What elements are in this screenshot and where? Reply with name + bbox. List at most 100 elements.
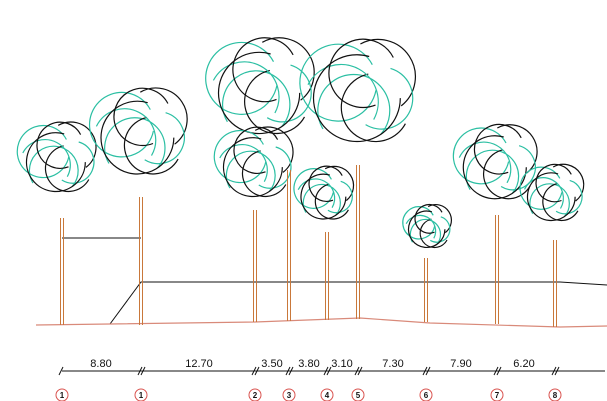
canopy-arc <box>462 135 527 200</box>
canopy-arc <box>542 182 579 222</box>
canopy-arc <box>297 178 336 208</box>
dimension-tick <box>288 366 294 376</box>
canopy-arc <box>25 132 86 193</box>
canopy-arc <box>458 141 512 184</box>
canopy-arc <box>254 126 294 173</box>
dimension-tick <box>326 366 332 376</box>
canopy-arc <box>482 149 531 200</box>
spacing-label-4: 3.80 <box>298 358 319 370</box>
canopy-arc <box>402 206 436 240</box>
canopy-arc <box>360 38 416 107</box>
dimension-tick <box>422 366 428 376</box>
canopy-arc <box>302 183 341 216</box>
terrain-and-walls <box>35 237 607 328</box>
canopy-arc <box>232 37 294 103</box>
canopy-arc <box>36 121 82 169</box>
canopy-arc <box>225 150 276 192</box>
tree-marker-3: 2 <box>248 388 262 401</box>
canopy-arc <box>293 168 334 209</box>
canopy-arc <box>140 87 188 145</box>
tree-marker-6: 5 <box>351 388 365 401</box>
spacing-label-2: 12.70 <box>185 358 213 370</box>
dimension-tick <box>323 366 329 376</box>
canopy-arc <box>61 141 95 184</box>
dimension-tick <box>254 366 260 376</box>
dimension-tick <box>357 366 363 376</box>
canopy-arc <box>123 116 179 175</box>
tree-marker-label: 4 <box>325 391 330 400</box>
canopy-arc <box>307 63 379 120</box>
dimension-tick <box>493 366 499 376</box>
dimension-tick <box>137 366 143 376</box>
canopy-arc <box>222 70 291 127</box>
tree-marker-label: 1 <box>60 391 65 400</box>
canopy-arc <box>519 166 563 210</box>
canopy-arc <box>365 67 414 130</box>
canopy-arc <box>113 87 169 146</box>
canopy-arc <box>552 163 585 202</box>
spacing-label-6: 7.30 <box>382 358 403 370</box>
canopy-arc <box>28 145 79 187</box>
dimension-tick <box>140 366 146 376</box>
terrace-edge-line <box>109 281 607 325</box>
canopy-arc <box>100 100 175 175</box>
canopy-arc <box>405 214 437 239</box>
canopy-arc <box>312 54 401 143</box>
dimension-tick <box>251 366 257 376</box>
canopy-arc <box>497 124 538 174</box>
canopy-arc <box>407 210 446 249</box>
spacing-label-5: 3.10 <box>331 358 352 370</box>
spacing-label-8: 6.20 <box>513 358 534 370</box>
canopy-arc <box>300 173 347 220</box>
dimension-tick <box>58 366 64 376</box>
tree-marker-label: 5 <box>356 391 361 400</box>
canopy-arc <box>473 123 522 175</box>
canopy-arc <box>217 51 301 135</box>
tree-marker-label: 3 <box>287 391 292 400</box>
canopy-arc <box>328 38 394 108</box>
dimension-tick <box>496 366 502 376</box>
canopy-arc <box>465 149 520 194</box>
tree-marker-4: 3 <box>282 388 296 401</box>
canopy-arc <box>57 121 97 168</box>
canopy-arc <box>89 91 154 158</box>
canopy-arc <box>526 172 576 222</box>
canopy-arc <box>314 183 349 220</box>
canopy-arc <box>222 137 283 198</box>
canopy-arc <box>452 127 510 185</box>
dimension-tick <box>425 366 431 376</box>
canopy-arc <box>104 117 166 169</box>
canopy-arc <box>317 73 391 135</box>
tree-markers: 1 1 2 3 4 5 6 7 <box>55 388 562 401</box>
canopy-arc <box>241 150 287 198</box>
canopy-arc <box>44 145 90 193</box>
canopy-arc <box>340 73 406 143</box>
canopy-arc <box>16 124 70 179</box>
canopy-arc <box>244 69 306 135</box>
spacing-label-1: 8.80 <box>90 358 111 370</box>
tree-marker-label: 6 <box>424 391 429 400</box>
dimension-tick <box>551 366 557 376</box>
canopy-arc <box>535 163 572 203</box>
canopy-arc <box>219 144 268 182</box>
spacing-label-3: 3.50 <box>261 358 282 370</box>
dimension-tick <box>354 366 360 376</box>
tree-marker-label: 8 <box>553 391 558 400</box>
tree-canopies <box>16 37 585 249</box>
canopy-arc <box>205 41 278 115</box>
canopy-arc <box>429 216 451 243</box>
canopy-arc <box>327 180 353 214</box>
canopy-arc <box>500 145 536 191</box>
tree-marker-label: 2 <box>253 391 258 400</box>
canopy-arc <box>308 165 343 202</box>
canopy-arc <box>212 61 280 114</box>
canopy-arc <box>22 139 71 177</box>
dimension-tick <box>285 366 291 376</box>
canopy-arc <box>419 218 448 249</box>
canopy-arc <box>233 126 279 174</box>
ground-line <box>35 317 607 328</box>
canopy-arc <box>529 183 570 217</box>
tree-marker-label: 7 <box>495 391 500 400</box>
spacing-dimension-line: 8.80 12.70 3.50 3.80 3.10 7.30 7.90 6.20 <box>58 358 605 376</box>
